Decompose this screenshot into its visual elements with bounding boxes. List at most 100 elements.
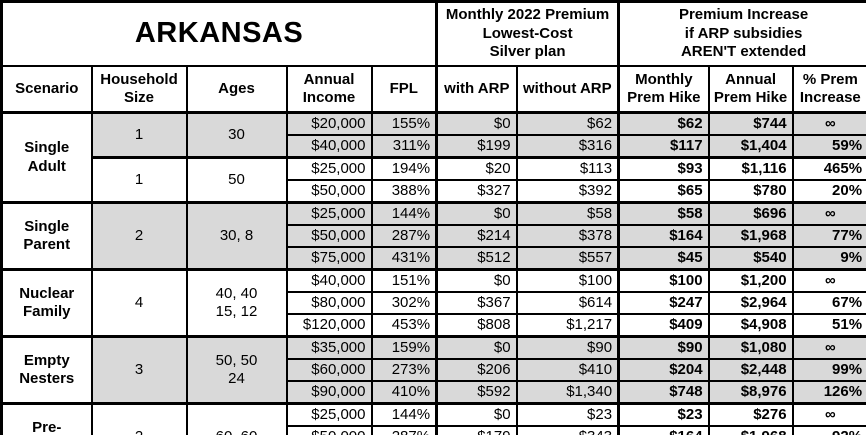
with-arp-cell: $0 [435, 111, 518, 136]
monthly-hike-cell: $100 [617, 268, 710, 293]
monthly-hike-cell: $164 [617, 425, 710, 435]
pct-increase-cell: 465% [791, 156, 866, 181]
pct-increase-cell: 51% [791, 313, 866, 338]
pct-increase-cell: 126% [791, 380, 866, 405]
table-row: $90,000 410% $592 $1,340 $748 $8,976 126… [2, 380, 866, 405]
income-cell: $50,000 [285, 224, 373, 248]
col-header-fpl: FPL [370, 65, 438, 114]
without-arp-cell: $113 [515, 156, 620, 181]
with-arp-cell: $199 [435, 134, 518, 159]
annual-hike-cell: $1,116 [707, 156, 794, 181]
income-cell: $120,000 [285, 313, 373, 338]
with-arp-cell: $367 [435, 291, 518, 315]
scenario-cell: Nuclear Family [0, 268, 93, 338]
table-row: $80,000 302% $367 $614 $247 $2,964 67% [2, 291, 866, 315]
fpl-cell: 311% [370, 134, 438, 159]
without-arp-cell: $378 [515, 224, 620, 248]
monthly-hike-cell: $93 [617, 156, 710, 181]
without-arp-cell: $614 [515, 291, 620, 315]
income-cell: $90,000 [285, 380, 373, 405]
title-row: ARKANSAS Monthly 2022 Premium Lowest-Cos… [0, 0, 866, 67]
ages-cell: 40, 40 15, 12 [185, 268, 288, 338]
without-arp-cell: $1,340 [515, 380, 620, 405]
with-arp-cell: $179 [435, 425, 518, 435]
col-header-ages: Ages [185, 65, 288, 114]
pct-increase-cell: ∞ [791, 111, 866, 136]
col-header-household-size: Household Size [90, 65, 188, 114]
without-arp-cell: $23 [515, 402, 620, 427]
monthly-hike-cell: $748 [617, 380, 710, 405]
banner-increase: Premium Increase if ARP subsidies AREN'T… [617, 0, 866, 67]
annual-hike-cell: $540 [707, 246, 794, 271]
table-row: Single Parent 2 30, 8 $25,000 144% $0 $5… [0, 201, 866, 271]
scenario-cell: Empty Nesters [0, 335, 93, 405]
monthly-hike-cell: $117 [617, 134, 710, 159]
income-cell: $50,000 [285, 425, 373, 435]
pct-increase-cell: 77% [791, 224, 866, 248]
ages-cell: 30, 8 [185, 201, 288, 271]
fpl-cell: 388% [370, 179, 438, 204]
household-size-cell: 4 [90, 268, 188, 338]
fpl-cell: 287% [370, 224, 438, 248]
household-size-cell: 2 [90, 201, 188, 271]
pct-increase-cell: 99% [791, 358, 866, 382]
fpl-cell: 155% [370, 111, 438, 136]
income-cell: $40,000 [285, 268, 373, 293]
income-cell: $50,000 [285, 179, 373, 204]
fpl-cell: 144% [370, 201, 438, 226]
monthly-hike-cell: $45 [617, 246, 710, 271]
table-row: Empty Nesters 3 50, 50 24 $35,000 159% $… [0, 335, 866, 405]
col-header-annual-prem-hike: Annual Prem Hike [707, 65, 794, 114]
banner-premium: Monthly 2022 Premium Lowest-Cost Silver … [435, 0, 620, 67]
annual-hike-cell: $1,968 [707, 224, 794, 248]
with-arp-cell: $206 [435, 358, 518, 382]
income-cell: $80,000 [285, 291, 373, 315]
monthly-hike-cell: $62 [617, 111, 710, 136]
table-row: 1 50 $25,000 194% $20 $113 $93 $1,116 46… [2, 156, 866, 204]
fpl-cell: 287% [370, 425, 438, 435]
without-arp-cell: $90 [515, 335, 620, 360]
fpl-cell: 159% [370, 335, 438, 360]
without-arp-cell: $410 [515, 358, 620, 382]
monthly-hike-cell: $58 [617, 201, 710, 226]
with-arp-cell: $0 [435, 335, 518, 360]
monthly-hike-cell: $23 [617, 402, 710, 427]
household-size-cell: 1 [90, 111, 188, 159]
without-arp-cell: $62 [515, 111, 620, 136]
with-arp-cell: $0 [435, 268, 518, 293]
table-row: $40,000 311% $199 $316 $117 $1,404 59% [2, 134, 866, 159]
annual-hike-cell: $276 [707, 402, 794, 427]
income-cell: $20,000 [285, 111, 373, 136]
with-arp-cell: $0 [435, 402, 518, 427]
pct-increase-cell: ∞ [791, 268, 866, 293]
annual-hike-cell: $2,448 [707, 358, 794, 382]
table-row: $60,000 273% $206 $410 $204 $2,448 99% [2, 358, 866, 382]
with-arp-cell: $592 [435, 380, 518, 405]
col-header-pct-prem-increase: % Prem Increase [791, 65, 866, 114]
without-arp-cell: $392 [515, 179, 620, 204]
income-cell: $75,000 [285, 246, 373, 271]
fpl-cell: 302% [370, 291, 438, 315]
monthly-hike-cell: $65 [617, 179, 710, 204]
annual-hike-cell: $780 [707, 179, 794, 204]
annual-hike-cell: $1,080 [707, 335, 794, 360]
without-arp-cell: $343 [515, 425, 620, 435]
monthly-hike-cell: $204 [617, 358, 710, 382]
col-header-monthly-prem-hike: Monthly Prem Hike [617, 65, 710, 114]
fpl-cell: 453% [370, 313, 438, 338]
col-header-without-arp: without ARP [515, 65, 620, 114]
scenario-cell: Single Parent [0, 201, 93, 271]
without-arp-cell: $100 [515, 268, 620, 293]
table-row: Pre- Retirees 2 60, 60 $25,000 144% $0 $… [0, 402, 866, 435]
table-row: $75,000 431% $512 $557 $45 $540 9% [2, 246, 866, 271]
with-arp-cell: $20 [435, 156, 518, 181]
without-arp-cell: $316 [515, 134, 620, 159]
table-row: $50,000 287% $179 $343 $164 $1,968 92% [2, 425, 866, 435]
ages-cell: 50, 50 24 [185, 335, 288, 405]
monthly-hike-cell: $409 [617, 313, 710, 338]
monthly-hike-cell: $247 [617, 291, 710, 315]
pct-increase-cell: ∞ [791, 201, 866, 226]
table-row: Nuclear Family 4 40, 40 15, 12 $40,000 1… [0, 268, 866, 338]
